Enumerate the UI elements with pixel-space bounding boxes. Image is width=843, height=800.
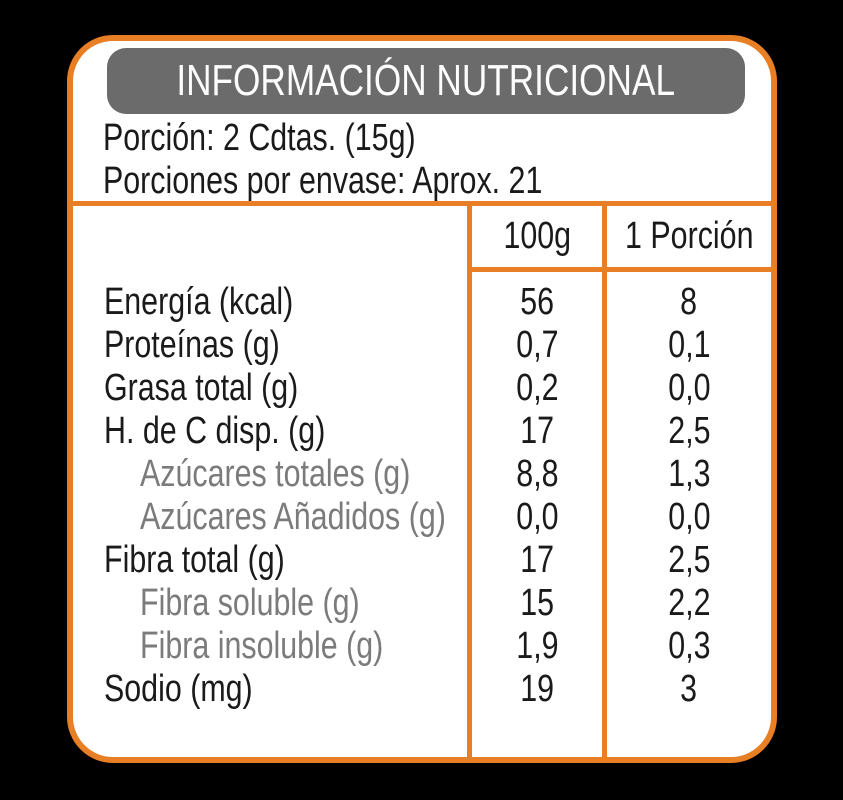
nutrient-label: Fibra total (g) bbox=[104, 539, 285, 581]
serving-info: Porción: 2 Cdtas. (15g) Porciones por en… bbox=[103, 117, 652, 203]
value-per-100g: 0,2 bbox=[515, 367, 559, 409]
column-divider-1 bbox=[467, 201, 472, 757]
nutrient-label: Proteínas (g) bbox=[104, 324, 280, 366]
table-row: Grasa total (g) 0,2 0,0 bbox=[73, 367, 771, 410]
value-per-porcion: 0,0 bbox=[667, 367, 711, 409]
table-row: Sodio (mg) 19 3 bbox=[73, 668, 771, 711]
value-per-porcion: 2,5 bbox=[667, 410, 711, 452]
value-per-porcion: 0,3 bbox=[667, 625, 711, 667]
table-row: Energía (kcal) 56 8 bbox=[73, 281, 771, 324]
value-per-100g: 17 bbox=[520, 539, 554, 581]
table-row: H. de C disp. (g) 17 2,5 bbox=[73, 410, 771, 453]
value-per-100g: 0,0 bbox=[515, 496, 559, 538]
table-row: Fibra soluble (g) 15 2,2 bbox=[73, 582, 771, 625]
serving-size-text: Porción: 2 Cdtas. (15g) bbox=[103, 117, 416, 159]
value-per-porcion: 3 bbox=[680, 668, 698, 710]
nutrient-label: Energía (kcal) bbox=[104, 281, 294, 323]
nutrient-label: Azúcares Añadidos (g) bbox=[140, 496, 446, 538]
nutrient-label: Azúcares totales (g) bbox=[140, 453, 411, 495]
value-per-100g: 0,7 bbox=[515, 324, 559, 366]
value-per-100g: 19 bbox=[520, 668, 554, 710]
panel-title: INFORMACIÓN NUTRICIONAL bbox=[176, 56, 676, 105]
value-per-100g: 17 bbox=[520, 410, 554, 452]
value-per-porcion: 0,1 bbox=[667, 324, 711, 366]
table-row: Azúcares totales (g) 8,8 1,3 bbox=[73, 453, 771, 496]
value-per-porcion: 0,0 bbox=[667, 496, 711, 538]
nutrient-label: H. de C disp. (g) bbox=[104, 410, 326, 452]
nutrient-label: Fibra soluble (g) bbox=[140, 582, 360, 624]
header-100g: 100g bbox=[503, 215, 571, 257]
table-top-rule bbox=[73, 201, 771, 206]
header-1-porcion: 1 Porción bbox=[624, 215, 754, 257]
value-per-porcion: 1,3 bbox=[667, 453, 711, 495]
value-per-porcion: 8 bbox=[680, 281, 698, 323]
header-underline-rule bbox=[467, 267, 771, 272]
table-column-headers: 100g 1 Porción bbox=[73, 206, 771, 267]
value-per-100g: 56 bbox=[520, 281, 554, 323]
value-per-porcion: 2,2 bbox=[667, 582, 711, 624]
servings-per-container-text: Porciones por envase: Aprox. 21 bbox=[103, 160, 543, 202]
column-divider-2 bbox=[602, 201, 607, 757]
nutrient-label: Sodio (mg) bbox=[104, 668, 253, 710]
title-bar: INFORMACIÓN NUTRICIONAL bbox=[107, 48, 745, 114]
value-per-porcion: 2,5 bbox=[667, 539, 711, 581]
value-per-100g: 1,9 bbox=[515, 625, 559, 667]
panel-inner: INFORMACIÓN NUTRICIONAL Porción: 2 Cdtas… bbox=[73, 41, 771, 757]
table-row: Azúcares Añadidos (g) 0,0 0,0 bbox=[73, 496, 771, 539]
value-per-100g: 8,8 bbox=[515, 453, 559, 495]
table-body: Energía (kcal) 56 8 Proteínas (g) 0,7 0,… bbox=[73, 281, 771, 711]
table-row: Fibra total (g) 17 2,5 bbox=[73, 539, 771, 582]
nutrient-label: Grasa total (g) bbox=[104, 367, 299, 409]
table-row: Proteínas (g) 0,7 0,1 bbox=[73, 324, 771, 367]
table-row: Fibra insoluble (g) 1,9 0,3 bbox=[73, 625, 771, 668]
value-per-100g: 15 bbox=[520, 582, 554, 624]
nutrition-facts-panel: INFORMACIÓN NUTRICIONAL Porción: 2 Cdtas… bbox=[67, 35, 777, 763]
nutrient-label: Fibra insoluble (g) bbox=[140, 625, 384, 667]
